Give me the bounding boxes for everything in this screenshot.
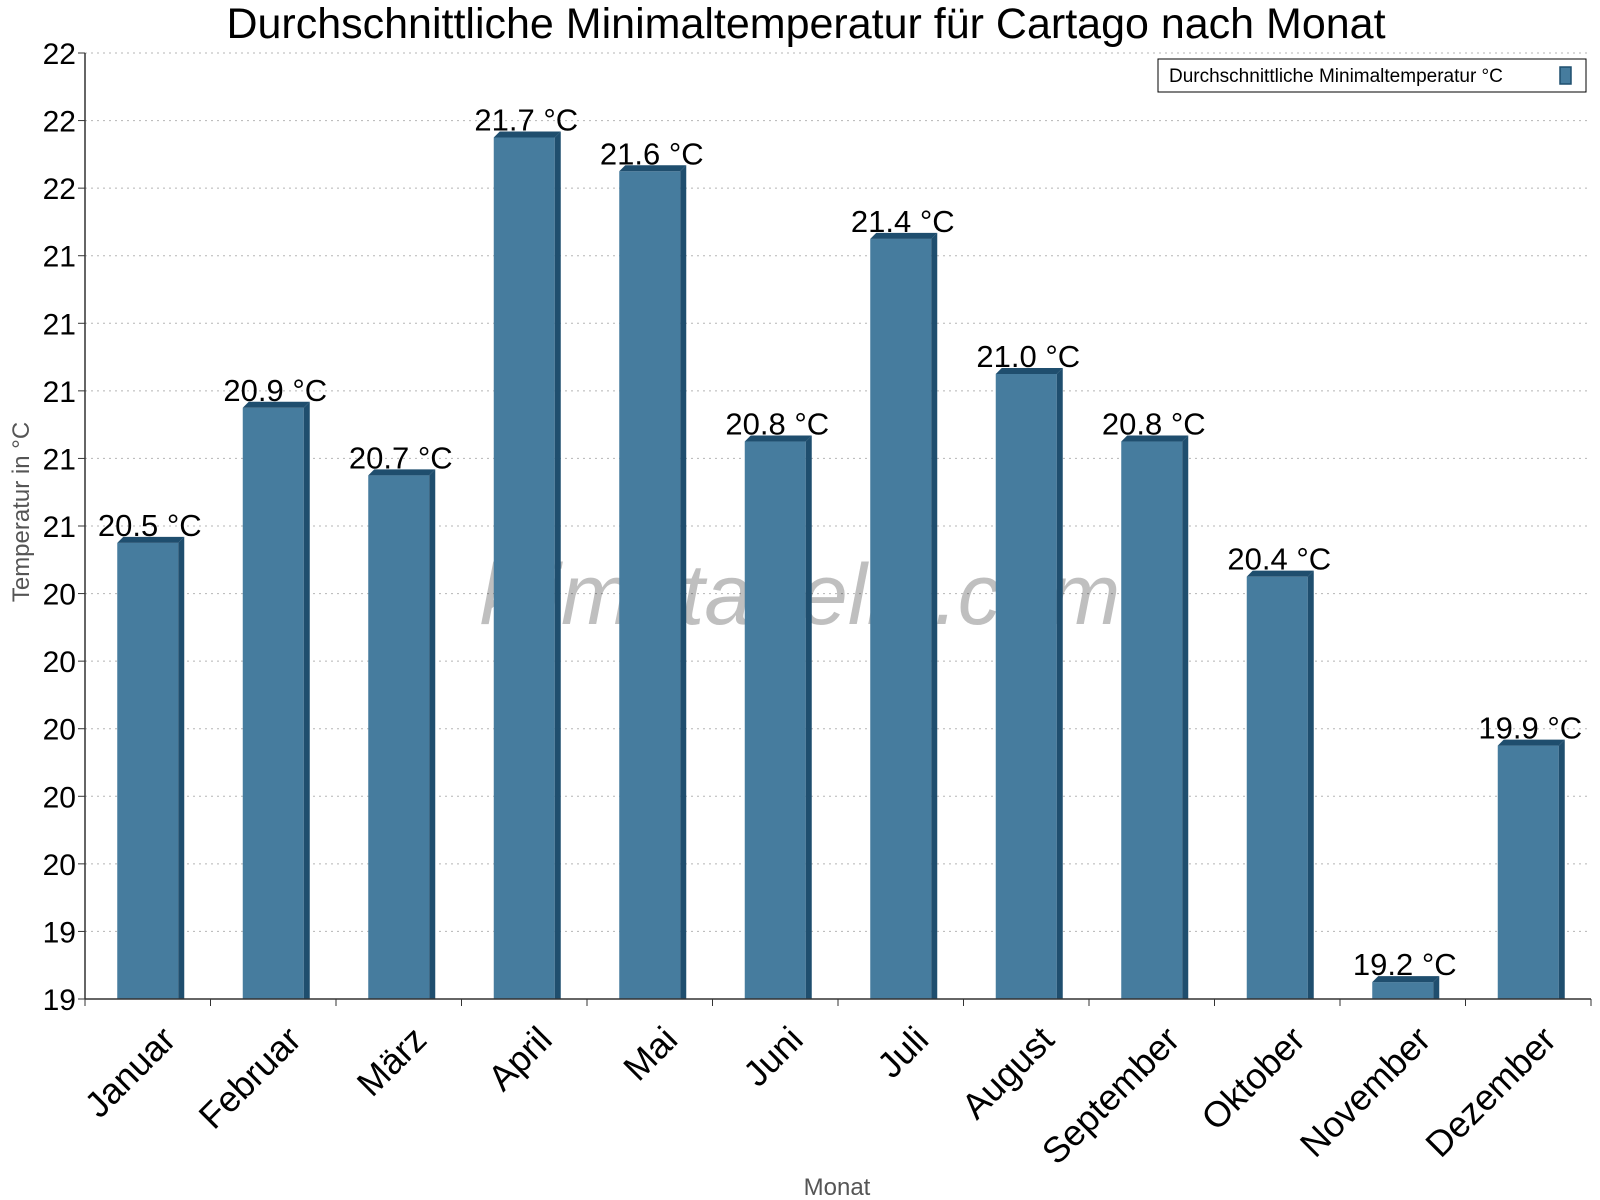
y-tick-label: 21 (43, 443, 76, 476)
value-labels: 20.5 °C 20.9 °C 20.7 °C 21.7 °C 21.6 °C 20.8 … (98, 102, 1582, 982)
bar-side (303, 401, 310, 999)
bar-side (680, 165, 687, 999)
y-tick-label: 20 (43, 714, 76, 747)
axes (84, 53, 1591, 1000)
x-tick-label: September (1034, 1018, 1188, 1172)
bar-top (870, 232, 938, 239)
value-label: 20.5 °C (98, 508, 202, 543)
y-tick-label: 22 (43, 173, 76, 206)
y-tick-label: 20 (43, 646, 76, 679)
bar (493, 137, 555, 999)
y-tick-label: 21 (43, 308, 76, 341)
bar (744, 441, 806, 999)
value-label: 20.7 °C (349, 440, 453, 475)
y-tick-label: 19 (43, 916, 76, 949)
value-label: 21.6 °C (600, 136, 704, 171)
legend-label: Durchschnittliche Minimaltemperatur °C (1169, 66, 1503, 87)
value-label: 19.9 °C (1478, 711, 1582, 746)
y-tick-label: 20 (43, 849, 76, 882)
y-tick-label: 21 (43, 241, 76, 274)
bar (1497, 745, 1559, 999)
bar-top (242, 401, 310, 408)
legend-box (1157, 58, 1587, 93)
x-tick-label: Juli (869, 1018, 936, 1085)
bar-side (178, 536, 185, 999)
y-tick-label: 20 (43, 579, 76, 612)
bar (368, 475, 430, 1000)
bar-top (1246, 570, 1314, 577)
y-axis-label: Temperatur in °C (8, 422, 35, 602)
y-tick-label: 22 (43, 106, 76, 139)
y-tick-label: 20 (43, 781, 76, 814)
bars (117, 131, 1565, 1000)
y-tick-label: 21 (43, 376, 76, 409)
bar (619, 171, 681, 999)
x-tick-label: August (953, 1018, 1061, 1126)
x-axis-label: Monat (804, 1174, 871, 1200)
y-tick-label: 21 (43, 511, 76, 544)
bar-top (368, 469, 436, 476)
x-tick-label: Oktober (1193, 1018, 1313, 1138)
bar (242, 407, 304, 999)
bar-side (429, 469, 436, 1000)
y-ticks: 19 19 20 20 20 20 20 21 21 21 21 21 22 22 22 (43, 38, 85, 1017)
bar-top (1372, 976, 1440, 983)
bar-top (493, 131, 561, 138)
bar (870, 238, 932, 1000)
x-tick-label: April (480, 1018, 560, 1098)
bar-side (931, 232, 938, 1000)
x-tick-label: Februar (191, 1018, 309, 1136)
legend-swatch (1559, 66, 1572, 85)
gridlines (85, 52, 1591, 1000)
x-ticks: Januar Februar März April Mai Juni Juli AugustS… (76, 999, 1592, 1172)
bar (995, 373, 1057, 999)
value-label: 21.4 °C (851, 204, 955, 239)
x-tick-label: März (349, 1018, 435, 1104)
value-label: 21.0 °C (976, 339, 1080, 374)
y-tick-label: 22 (43, 38, 76, 71)
bar-top (1121, 435, 1189, 442)
bar (1372, 982, 1434, 999)
x-tick-label: Mai (615, 1018, 685, 1088)
bar-side (1558, 739, 1565, 999)
value-label: 20.8 °C (1102, 407, 1206, 442)
bar-side (1433, 976, 1440, 999)
bar (1246, 576, 1308, 999)
x-tick-label: Januar (76, 1018, 183, 1125)
value-label: 21.7 °C (474, 102, 578, 137)
bar-side (1307, 570, 1314, 999)
bar-side (1182, 435, 1189, 999)
bar-top (117, 536, 185, 543)
bar (117, 542, 179, 999)
bar-side (805, 435, 812, 999)
y-tick-label: 19 (43, 984, 76, 1017)
bar-top (744, 435, 812, 442)
value-label: 20.4 °C (1227, 542, 1331, 577)
bar-top (995, 367, 1063, 374)
x-tick-label: Dezember (1417, 1018, 1563, 1164)
bar-top (619, 165, 687, 172)
x-tick-label: Juni (735, 1018, 811, 1094)
bar-side (1056, 367, 1063, 999)
x-tick-label: November (1292, 1018, 1438, 1164)
value-label: 19.2 °C (1353, 947, 1457, 982)
value-label: 20.9 °C (223, 373, 327, 408)
value-label: 20.8 °C (725, 407, 829, 442)
bar (1121, 441, 1183, 999)
chart-title: Durchschnittliche Minimaltemperatur für … (226, 0, 1385, 48)
legend: Durchschnittliche Minimaltemperatur °C (1157, 58, 1587, 93)
bar-side (554, 131, 561, 999)
bar-top (1497, 739, 1565, 746)
